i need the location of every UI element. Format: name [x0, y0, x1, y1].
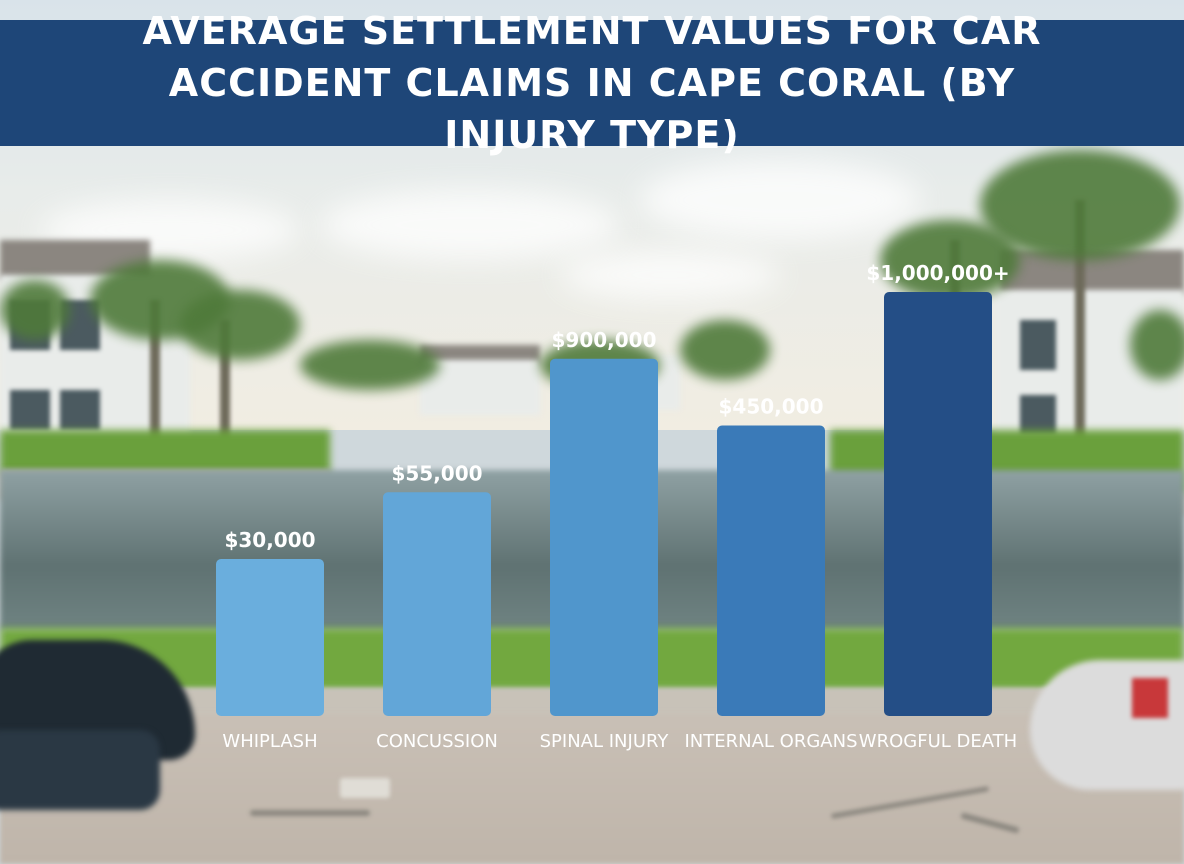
category-label: WROGFUL DEATH	[859, 731, 1017, 752]
category-label: WHIPLASH	[222, 731, 317, 752]
chart-title: AVERAGE SETTLEMENT VALUES FOR CAR ACCIDE…	[142, 9, 1042, 157]
bar-wrogful-death	[884, 292, 992, 716]
bar-whiplash	[216, 559, 324, 716]
data-label: $1,000,000+	[866, 261, 1009, 285]
data-label: $30,000	[224, 528, 315, 552]
category-label: INTERNAL ORGANS	[684, 731, 857, 752]
bar-internal-organs	[717, 425, 825, 716]
data-label: $55,000	[391, 461, 482, 485]
bar-spinal-injury	[550, 358, 658, 716]
title-banner: AVERAGE SETTLEMENT VALUES FOR CAR ACCIDE…	[0, 9, 1184, 157]
data-label: $450,000	[718, 395, 823, 419]
data-label: $900,000	[551, 328, 656, 352]
category-label: SPINAL INJURY	[540, 731, 670, 752]
bar-concussion	[383, 492, 491, 716]
category-label: CONCUSSION	[376, 731, 498, 752]
